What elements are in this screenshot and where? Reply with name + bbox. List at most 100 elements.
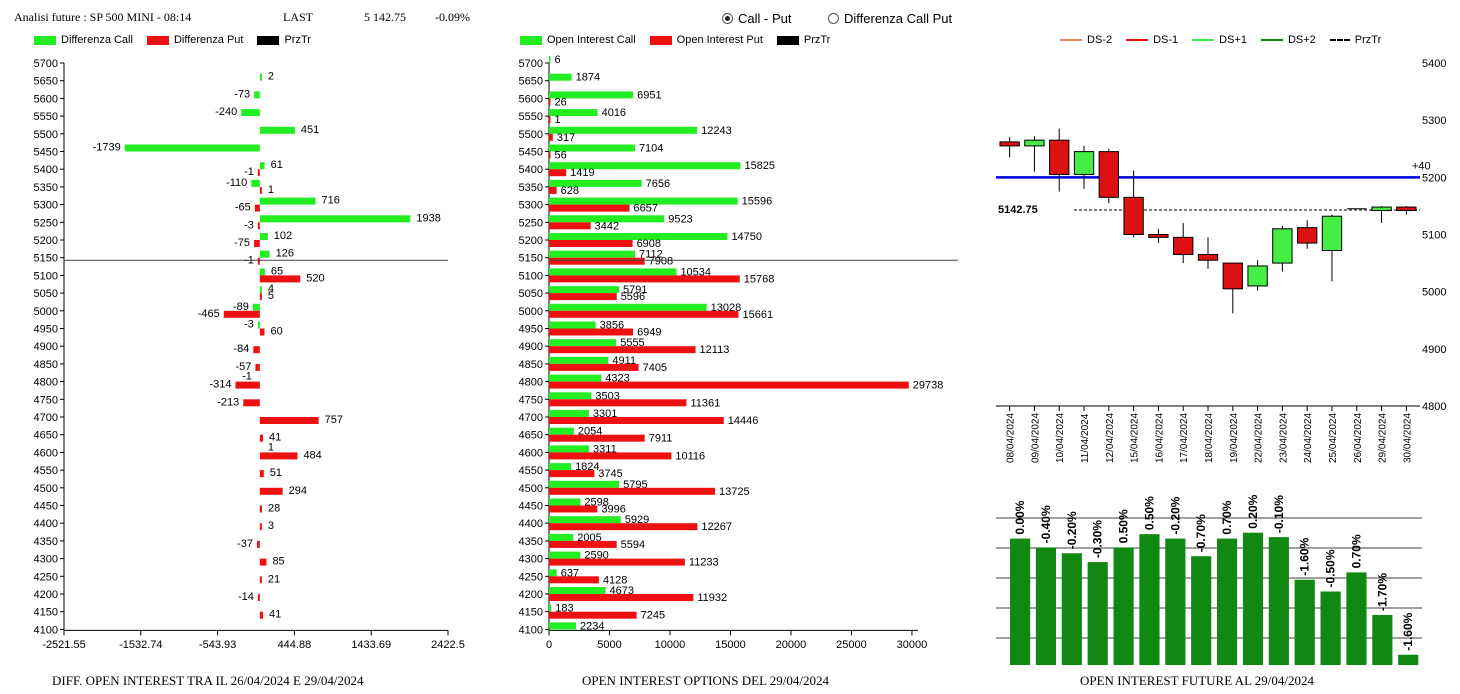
oi-call-bar bbox=[549, 516, 621, 524]
diff-call-bar bbox=[251, 179, 260, 187]
oi-put-bar bbox=[549, 257, 645, 265]
middle-y-tick-label: 4250 bbox=[519, 571, 543, 583]
diff-extra-label: -1 bbox=[242, 371, 252, 383]
oi-put-label: 15661 bbox=[742, 309, 773, 321]
oi-future-pct-label: -0.70% bbox=[1194, 514, 1208, 552]
oi-put-bar bbox=[549, 98, 551, 106]
diff-put-label: -3 bbox=[244, 219, 254, 231]
diff-call-label: 1938 bbox=[416, 212, 440, 224]
oi-future-pct-label: -0.30% bbox=[1091, 520, 1105, 558]
oi-future-pct-label: -0.40% bbox=[1039, 505, 1053, 543]
change-percent: -0.09% bbox=[435, 10, 470, 24]
middle-legend: Open Interest Call Open Interest Put Prz… bbox=[520, 34, 830, 46]
diff-put-bar bbox=[257, 594, 260, 601]
left-x-tick-label: 1433.69 bbox=[351, 639, 391, 651]
oi-call-bar bbox=[549, 533, 574, 541]
diff-call-label: 61 bbox=[271, 159, 283, 171]
left-y-tick-label: 5300 bbox=[34, 200, 58, 212]
oi-put-label: 1 bbox=[555, 114, 561, 126]
oi-call-label: 2234 bbox=[580, 620, 604, 632]
oi-put-label: 7245 bbox=[641, 610, 665, 622]
oi-put-bar bbox=[549, 611, 637, 619]
left-y-tick-label: 4750 bbox=[34, 394, 58, 406]
oi-put-bar bbox=[549, 470, 595, 478]
diff-put-bar bbox=[254, 204, 260, 212]
oi-put-label: 6949 bbox=[637, 327, 661, 339]
oi-put-bar bbox=[549, 275, 740, 283]
oi-call-bar bbox=[549, 498, 581, 506]
oi-put-bar bbox=[549, 169, 567, 177]
middle-y-tick-label: 4200 bbox=[519, 589, 543, 601]
left-y-tick-label: 5700 bbox=[34, 58, 58, 70]
diff-put-bar bbox=[259, 558, 267, 566]
diff-put-label: -465 bbox=[198, 308, 220, 320]
diff-put-label: -37 bbox=[237, 538, 253, 550]
candle-body bbox=[1197, 254, 1219, 261]
oi-future-pct-label: 0.50% bbox=[1117, 509, 1131, 543]
diff-put-bar bbox=[255, 363, 260, 371]
left-y-tick-label: 5400 bbox=[34, 164, 58, 176]
oi-call-bar bbox=[549, 215, 665, 223]
oi-future-bar bbox=[1165, 538, 1186, 665]
diff-call-bar bbox=[252, 303, 260, 311]
left-legend: Differenza Call Differenza Put PrzTr bbox=[34, 34, 311, 46]
diff-put-bar bbox=[253, 346, 260, 354]
oi-call-label: 1874 bbox=[576, 72, 600, 84]
legend-przt: PrzTr bbox=[1354, 34, 1382, 46]
przt-swatch bbox=[257, 35, 280, 45]
left-y-tick-label: 4300 bbox=[34, 554, 58, 566]
left-x-tick-label: -543.93 bbox=[199, 639, 236, 651]
legend-ds-plus1: DS+1 bbox=[1219, 34, 1247, 46]
diff-call-bar bbox=[259, 126, 295, 134]
oi-put-label: 3442 bbox=[595, 220, 619, 232]
candle-y-tick-label: 4900 bbox=[1422, 344, 1446, 356]
middle-y-tick-label: 5300 bbox=[519, 200, 543, 212]
oi-call-bar bbox=[549, 463, 572, 471]
diff-put-label: 520 bbox=[306, 272, 324, 284]
oi-call-bar bbox=[549, 144, 635, 152]
radio-differenza[interactable]: Differenza Call Put bbox=[828, 11, 952, 26]
middle-y-tick-label: 4700 bbox=[519, 412, 543, 424]
candle-body bbox=[1073, 151, 1095, 175]
oi-call-label: 7104 bbox=[639, 143, 663, 155]
middle-y-tick-label: 4550 bbox=[519, 465, 543, 477]
candle-date-label: 24/04/2024 bbox=[1303, 413, 1314, 463]
diff-put-label: 51 bbox=[270, 467, 282, 479]
oi-future-pct-label: -1.70% bbox=[1375, 573, 1389, 611]
oi-put-bar bbox=[549, 399, 687, 407]
oi-call-bar bbox=[549, 286, 620, 294]
middle-caption: OPEN INTEREST OPTIONS DEL 29/04/2024 bbox=[582, 673, 829, 688]
oi-call-bar bbox=[549, 622, 577, 630]
candle-y-tick-label: 4800 bbox=[1422, 401, 1446, 413]
middle-y-tick-label: 5500 bbox=[519, 129, 543, 141]
candle-date-label: 26/04/2024 bbox=[1353, 413, 1364, 463]
diff-put-bar bbox=[259, 470, 264, 478]
oi-put-bar bbox=[549, 523, 698, 531]
diff-call-label: 2 bbox=[268, 71, 274, 83]
candle-date-label: 22/04/2024 bbox=[1254, 413, 1265, 463]
legend-ds-minus2: DS-2 bbox=[1087, 34, 1113, 46]
oi-put-bar bbox=[549, 434, 645, 442]
diff-call-label: 716 bbox=[321, 195, 339, 207]
middle-y-tick-label: 4900 bbox=[519, 341, 543, 353]
left-y-tick-label: 4700 bbox=[34, 412, 58, 424]
left-y-tick-label: 5150 bbox=[34, 253, 58, 265]
diff-put-bar bbox=[259, 452, 298, 460]
radio-call-put[interactable]: Call - Put bbox=[722, 11, 791, 26]
diff-put-label: -213 bbox=[217, 396, 239, 408]
diff-put-bar bbox=[259, 293, 262, 301]
oi-put-bar bbox=[549, 576, 599, 584]
middle-y-tick-label: 5250 bbox=[519, 217, 543, 229]
oi-call-label: 6951 bbox=[637, 89, 661, 101]
oi-call-bar bbox=[549, 91, 634, 99]
oi-call-label: 9523 bbox=[668, 213, 692, 225]
oi-call-bar bbox=[549, 56, 551, 63]
oi-call-bar bbox=[549, 392, 592, 400]
oi-call-bar bbox=[549, 339, 617, 347]
middle-x-tick-label: 25000 bbox=[836, 639, 867, 651]
middle-x-tick-label: 5000 bbox=[597, 639, 621, 651]
oi-put-label: 12267 bbox=[701, 521, 732, 533]
oi-call-bar bbox=[549, 569, 557, 577]
diff-put-bar bbox=[259, 505, 263, 513]
middle-x-tick-label: 20000 bbox=[776, 639, 807, 651]
